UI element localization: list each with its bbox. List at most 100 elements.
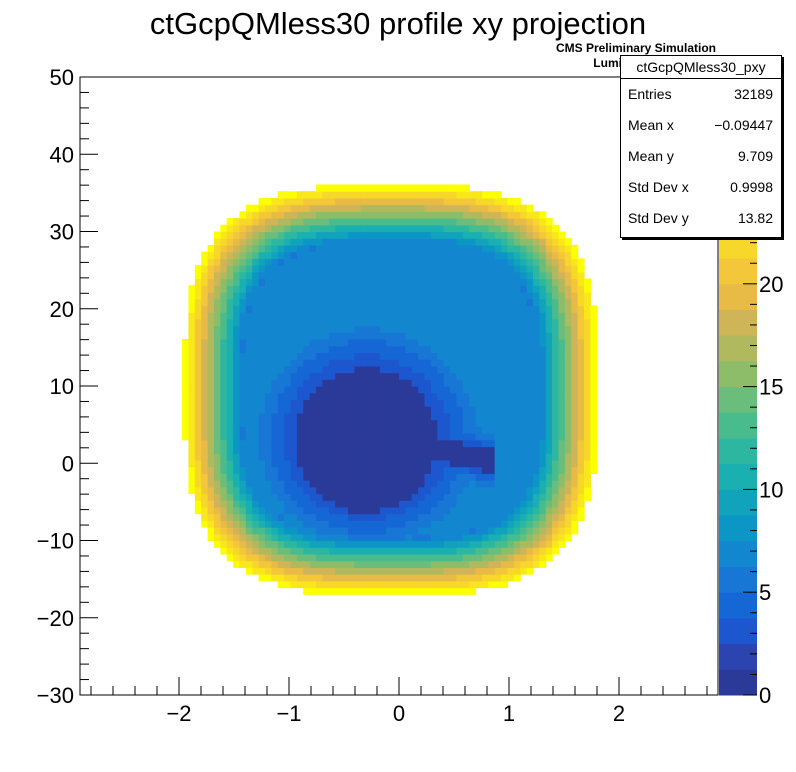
heatmap-cell [277,459,285,468]
heatmap-cell [411,231,419,239]
heatmap-cell [226,379,234,387]
heatmap-cell [411,184,419,192]
heatmap-cell [513,500,521,508]
heatmap-cell [360,433,368,441]
heatmap-cell [513,419,521,427]
heatmap-cell [322,533,330,542]
heatmap-cell [488,305,496,313]
heatmap-cell [494,553,502,562]
heatmap-cell [450,345,458,354]
heatmap-cell [552,224,560,233]
heatmap-cell [347,513,355,521]
heatmap-cell [367,191,375,199]
heatmap-cell [290,567,298,575]
heatmap-cell [322,278,330,286]
heatmap-cell [354,359,362,367]
heatmap-cell [590,453,598,461]
heatmap-cell [226,547,234,555]
color-scale-band [719,463,757,490]
heatmap-cell [424,191,432,199]
heatmap-cell [258,547,266,555]
heatmap-cell [201,271,209,280]
heatmap-cell [271,486,279,495]
heatmap-cell [450,419,458,427]
heatmap-cell [424,439,432,448]
heatmap-cell [532,325,540,333]
heatmap-cell [290,493,298,501]
heatmap-cell [252,466,260,474]
heatmap-cell [386,419,394,427]
heatmap-cell [322,493,330,501]
heatmap-cell [494,352,502,360]
heatmap-cell [399,224,406,233]
heatmap-cell [456,312,464,320]
heatmap-cell [443,446,451,454]
heatmap-cell [277,547,285,555]
heatmap-cell [437,540,445,548]
heatmap-cell [392,406,400,414]
heatmap-cell [520,500,528,508]
heatmap-cell [354,231,362,239]
heatmap-cell [316,251,324,259]
heatmap-cell [462,372,470,380]
heatmap-cell [469,244,477,253]
heatmap-cell [488,520,496,528]
heatmap-cell [328,446,336,454]
heatmap-cell [373,459,381,468]
heatmap-cell [367,244,375,253]
heatmap-cell [558,332,566,340]
heatmap-cell [475,372,483,380]
heatmap-cell [354,352,362,360]
heatmap-cell [526,359,534,367]
heatmap-cell [245,506,253,515]
heatmap-cell [584,325,591,333]
heatmap-cell [303,587,311,595]
heatmap-cell [488,318,496,327]
heatmap-cell [405,332,413,340]
heatmap-cell [277,372,285,380]
heatmap-cell [328,251,336,259]
heatmap-cell [265,560,272,568]
heatmap-cell [507,365,515,374]
heatmap-cell [258,251,266,259]
heatmap-cell [501,446,509,454]
heatmap-cell [545,500,553,508]
heatmap-cell [335,291,343,300]
heatmap-cell [373,399,381,407]
heatmap-cell [539,513,547,521]
heatmap-cell [577,271,585,280]
heatmap-cell [322,271,330,280]
heatmap-cell [373,567,381,575]
heatmap-cell [584,446,591,454]
heatmap-cell [545,553,553,562]
heatmap-cell [584,278,591,286]
heatmap-cell [552,231,560,239]
heatmap-cell [488,365,496,374]
heatmap-cell [577,352,585,360]
heatmap-cell [462,345,470,354]
heatmap-cell [347,204,355,212]
heatmap-cell [405,191,413,199]
heatmap-cell [558,412,566,421]
heatmap-cell [424,352,432,360]
chart-title: ctGcpQMless30 profile xy projection [149,6,647,41]
heatmap-cell [577,278,585,286]
heatmap-cell [284,459,292,468]
heatmap-cell [258,446,266,454]
heatmap-cell [532,298,540,306]
heatmap-cell [386,500,394,508]
heatmap-cell [341,466,349,474]
heatmap-cell [239,265,247,273]
heatmap-cell [309,547,317,555]
heatmap-cell [322,439,330,448]
heatmap-cell [335,345,343,354]
heatmap-cell [577,419,585,427]
heatmap-cell [526,352,534,360]
heatmap-cell [303,244,311,253]
heatmap-cell [316,244,324,253]
heatmap-cell [303,493,311,501]
heatmap-cell [309,332,317,340]
heatmap-cell [564,480,572,488]
heatmap-cell [450,265,458,273]
heatmap-cell [520,386,528,394]
